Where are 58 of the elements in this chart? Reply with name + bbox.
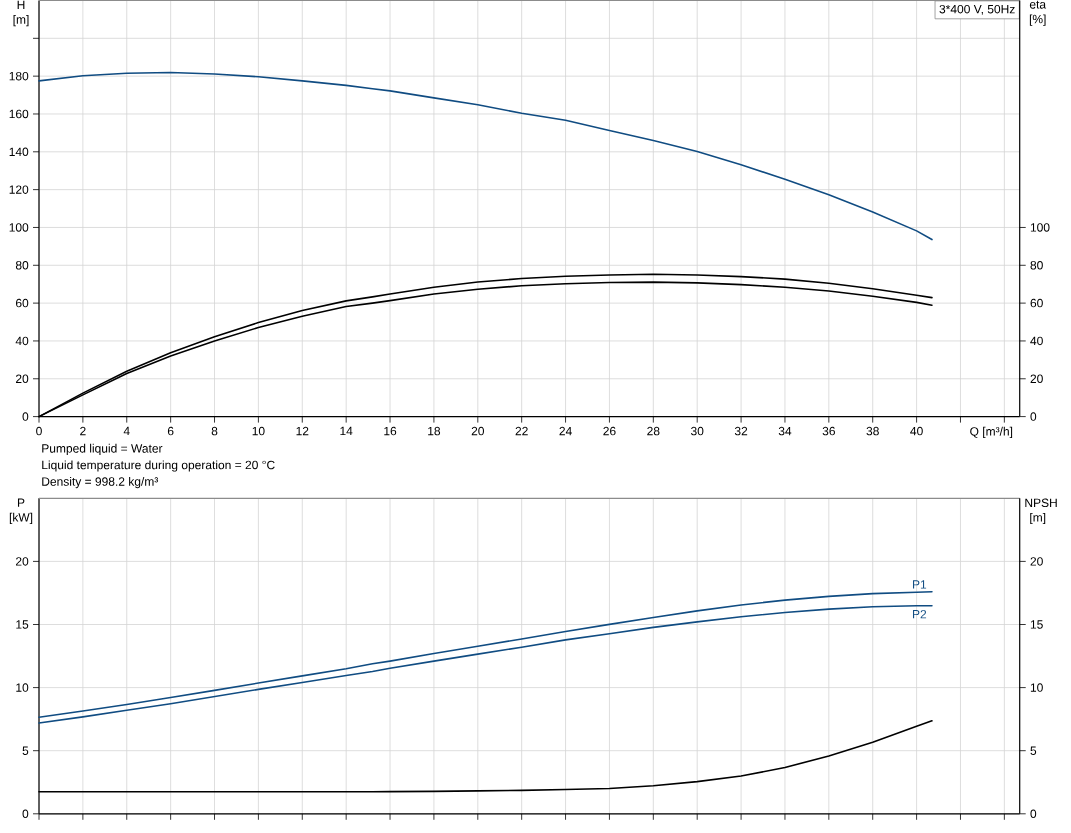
series-label: P2 <box>912 609 927 619</box>
x-tick-label: 36 <box>822 426 835 436</box>
x-tick-label: 24 <box>559 426 572 436</box>
y2-tick-label: 20 <box>1030 557 1043 566</box>
x-tick-label: 20 <box>471 426 485 436</box>
y-tick-label: 15 <box>16 620 29 629</box>
y-tick-label: 20 <box>15 374 29 384</box>
x-tick-label: 12 <box>296 426 309 436</box>
x-tick-label: 26 <box>603 426 616 436</box>
text: Liquid temperature during operation = 20 °C <box>42 460 275 472</box>
x-tick-label: 28 <box>647 426 660 436</box>
x-tick-label: 6 <box>167 426 174 436</box>
x-tick-label: 14 <box>340 426 353 436</box>
x-tick-label: 34 <box>778 426 792 436</box>
y-tick-label: 0 <box>22 412 29 421</box>
x-tick-label: 18 <box>428 426 441 436</box>
y2-tick-label: 0 <box>1030 412 1037 421</box>
y-tick-label: 0 <box>22 809 29 819</box>
y-tick-label: 10 <box>16 683 29 692</box>
y2-tick-label: 100 <box>1030 223 1050 232</box>
x-tick-label: 32 <box>734 426 748 436</box>
y-tick-label: 5 <box>22 746 29 755</box>
y2-axis-title: NPSH [m] <box>1025 498 1057 525</box>
y-tick-label: 100 <box>9 223 29 232</box>
y-tick-label: 40 <box>15 336 29 346</box>
y-axis-title: P [kW] <box>9 498 33 524</box>
x-tick-label: 16 <box>384 426 397 436</box>
y2-tick-label: 15 <box>1030 620 1043 629</box>
x-tick-label: 0 <box>36 426 42 436</box>
x-tick-label: 4 <box>123 426 130 436</box>
y-tick-label: 120 <box>9 185 29 194</box>
x-tick-label: 8 <box>211 426 218 436</box>
y-tick-label: 80 <box>15 261 29 270</box>
y2-tick-label: 60 <box>1030 298 1043 308</box>
x-tick-label: 30 <box>690 426 704 436</box>
y2-tick-label: 40 <box>1030 336 1043 346</box>
y2-tick-label: 20 <box>1030 374 1043 384</box>
y2-tick-label: 80 <box>1030 261 1043 270</box>
y-tick-label: 140 <box>9 147 29 157</box>
x-tick-label: 2 <box>80 426 86 436</box>
x-axis-title: Q [m³/h] <box>970 426 1013 439</box>
text: Pumped liquid = Water <box>42 443 163 456</box>
x-tick-label: 10 <box>252 426 265 436</box>
y-tick-label: 180 <box>9 71 29 81</box>
y2-tick-label: 0 <box>1030 809 1037 819</box>
x-tick-label: 38 <box>866 426 879 436</box>
y2-axis-title: eta [%] <box>1029 0 1047 26</box>
x-tick-label: 40 <box>910 426 923 436</box>
y2-tick-label: 5 <box>1030 746 1037 755</box>
chart-title: 3*400 V, 50Hz <box>939 4 1015 15</box>
series-label: P1 <box>912 580 927 589</box>
x-tick-label: 22 <box>515 426 528 436</box>
y2-tick-label: 10 <box>1030 683 1043 692</box>
y-tick-label: 60 <box>15 298 29 308</box>
y-tick-label: 160 <box>9 109 29 119</box>
y-axis-title: H [m] <box>13 0 29 27</box>
text: Density = 998.2 kg/m³ <box>42 476 159 489</box>
y-tick-label: 20 <box>15 557 29 566</box>
